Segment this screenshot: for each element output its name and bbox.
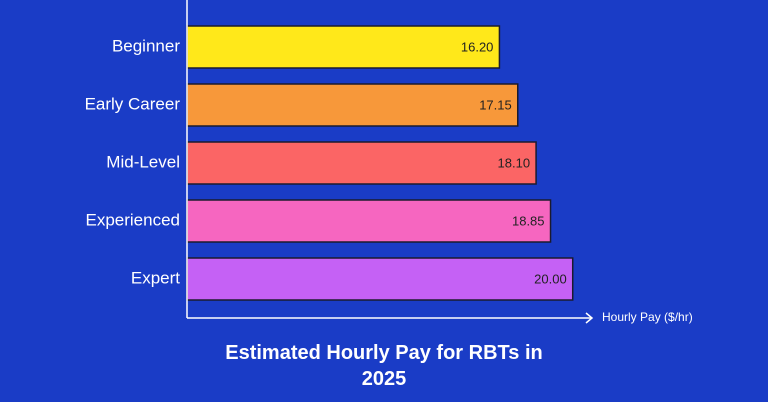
- y-tick-label: Early Career: [85, 94, 181, 113]
- y-tick-label: Mid-Level: [106, 152, 180, 171]
- value-label: 17.15: [479, 97, 512, 112]
- bar: [186, 141, 537, 185]
- value-label: 18.85: [512, 213, 545, 228]
- y-tick-label: Experienced: [85, 210, 180, 229]
- bar: [186, 199, 552, 243]
- value-label: 18.10: [498, 155, 531, 170]
- bar: [186, 83, 519, 127]
- bar: [186, 25, 501, 69]
- value-label: 16.20: [461, 39, 494, 54]
- y-tick-label: Beginner: [112, 36, 180, 55]
- x-axis-arrow: [585, 312, 594, 324]
- y-tick-label: Expert: [131, 268, 180, 287]
- value-label: 20.00: [534, 271, 567, 286]
- x-axis-label: Hourly Pay ($/hr): [602, 310, 693, 324]
- bar: [186, 257, 574, 301]
- chart-title: Estimated Hourly Pay for RBTs in 2025: [225, 342, 543, 390]
